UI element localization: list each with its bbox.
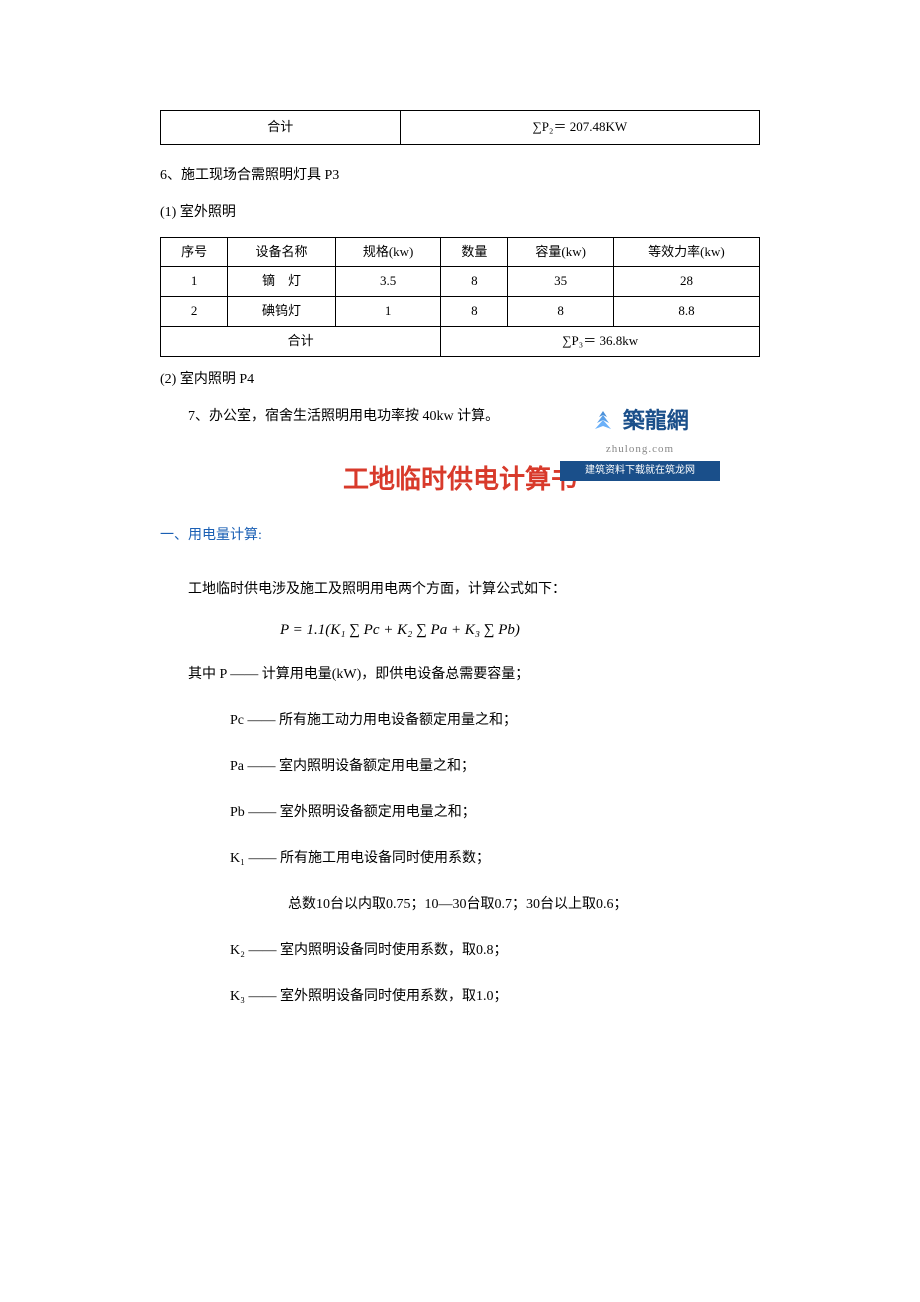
outdoor-lighting-table: 序号 设备名称 规格(kw) 数量 容量(kw) 等效力率(kw) 1 镝 灯 … xyxy=(160,237,760,357)
top-summary-table: 合计 ∑P₂＝ 207.48KW xyxy=(160,110,760,145)
def-Pc: Pc —— 所有施工动力用电设备额定用量之和； xyxy=(188,700,760,742)
logo-main-text: 築龍網 xyxy=(623,408,689,433)
intro-text: 工地临时供电涉及施工及照明用电两个方面，计算公式如下： xyxy=(160,573,760,607)
total-value: ∑P₃＝ 36.8kw xyxy=(441,326,760,356)
logo-bar-text: 建筑资料下载就在筑龙网 xyxy=(560,461,720,481)
def-K2: K₂ —— 室内照明设备同时使用系数，取0.8； xyxy=(188,930,760,972)
col-capacity: 容量(kw) xyxy=(508,237,613,267)
col-seq: 序号 xyxy=(161,237,228,267)
logo-row: 築龍網 xyxy=(560,403,720,441)
def-K3: K₃ —— 室外照明设备同时使用系数，取1.0； xyxy=(188,976,760,1018)
section-6-sub2: (2) 室内照明 P4 xyxy=(160,369,760,391)
table-row: 合计 ∑P₂＝ 207.48KW xyxy=(161,111,760,145)
definitions-list: 其中 P —— 计算用电量(kW)，即供电设备总需要容量； Pc —— 所有施工… xyxy=(160,654,760,1018)
table-row: 1 镝 灯 3.5 8 35 28 xyxy=(161,267,760,297)
cell: 8 xyxy=(441,297,508,327)
cell: 1 xyxy=(161,267,228,297)
cell: 2 xyxy=(161,297,228,327)
def-Pb: Pb —— 室外照明设备额定用电量之和； xyxy=(188,792,760,834)
table-row: 2 碘钨灯 1 8 8 8.8 xyxy=(161,297,760,327)
cell: 8.8 xyxy=(613,297,759,327)
section-6-sub1: (1) 室外照明 xyxy=(160,202,760,224)
cell: 8 xyxy=(441,267,508,297)
logo-icon xyxy=(591,409,615,441)
col-spec: 规格(kw) xyxy=(335,237,440,267)
cell: 8 xyxy=(508,297,613,327)
total-label: 合计 xyxy=(161,326,441,356)
power-formula: P = 1.1(K₁ ∑ Pc + K₂ ∑ Pa + K₃ ∑ Pb) xyxy=(160,618,760,642)
total-label-cell: 合计 xyxy=(161,111,401,145)
def-K1: K₁ —— 所有施工用电设备同时使用系数； xyxy=(188,838,760,880)
section-a-heading: 一、用电量计算: xyxy=(160,525,760,547)
def-Pa: Pa —— 室内照明设备额定用电量之和； xyxy=(188,746,760,788)
col-qty: 数量 xyxy=(441,237,508,267)
cell: 镝 灯 xyxy=(228,267,336,297)
def-P: 其中 P —— 计算用电量(kW)，即供电设备总需要容量； xyxy=(188,654,760,696)
cell: 1 xyxy=(335,297,440,327)
zhulong-logo: 築龍網 zhulong.com 建筑资料下载就在筑龙网 xyxy=(560,403,720,481)
total-value-cell: ∑P₂＝ 207.48KW xyxy=(400,111,759,145)
col-effective: 等效力率(kw) xyxy=(613,237,759,267)
section-6-heading: 6、施工现场合需照明灯具 P3 xyxy=(160,165,760,187)
logo-sub-text: zhulong.com xyxy=(560,441,720,459)
cell: 35 xyxy=(508,267,613,297)
def-K1-detail: 总数10台以内取0.75；10—30台取0.7；30台以上取0.6； xyxy=(188,884,760,926)
table-header-row: 序号 设备名称 规格(kw) 数量 容量(kw) 等效力率(kw) xyxy=(161,237,760,267)
cell: 28 xyxy=(613,267,759,297)
col-device: 设备名称 xyxy=(228,237,336,267)
table-total-row: 合计 ∑P₃＝ 36.8kw xyxy=(161,326,760,356)
cell: 3.5 xyxy=(335,267,440,297)
cell: 碘钨灯 xyxy=(228,297,336,327)
